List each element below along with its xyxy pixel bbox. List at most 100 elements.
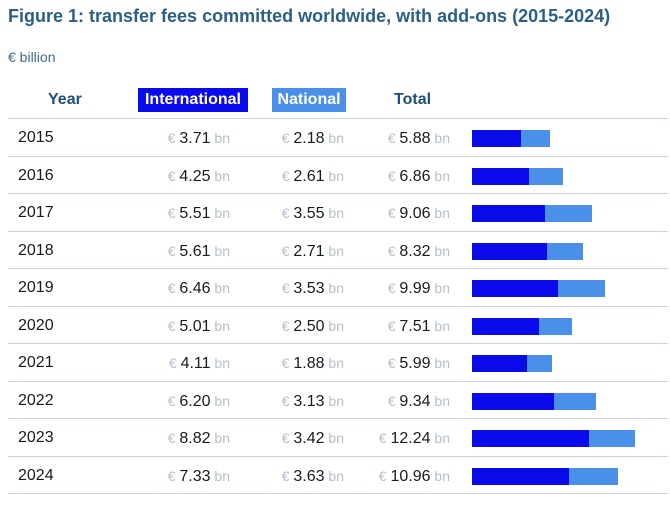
international-value-number: 8.82 bbox=[179, 430, 211, 447]
unit-label: bn bbox=[430, 317, 450, 334]
unit-label: bn bbox=[324, 167, 344, 184]
table-top-rule bbox=[8, 118, 668, 119]
national-value-number: 3.42 bbox=[293, 430, 325, 447]
total-value: € 9.99 bn bbox=[388, 269, 450, 307]
row-divider bbox=[8, 231, 668, 232]
bar-international bbox=[472, 317, 539, 335]
currency-symbol: € bbox=[167, 205, 180, 221]
unit-label: bn bbox=[210, 205, 230, 221]
total-value-number: 8.32 bbox=[399, 242, 431, 260]
year-cell: 2023 bbox=[18, 429, 54, 446]
bar-national bbox=[589, 430, 635, 447]
international-value-number: 6.46 bbox=[179, 280, 211, 297]
unit-label: bn bbox=[430, 280, 450, 296]
unit-label: bn bbox=[430, 467, 450, 484]
currency-symbol: € bbox=[281, 242, 294, 259]
currency-symbol: € bbox=[281, 130, 294, 146]
header-year: Year bbox=[48, 91, 82, 108]
national-value-number: 3.63 bbox=[293, 467, 325, 485]
total-value: € 9.34 bn bbox=[388, 382, 450, 420]
table-row: 2017 € 5.51 bn € 3.55 bn € 9.06 bn bbox=[0, 194, 670, 232]
total-value: € 5.99 bn bbox=[388, 344, 450, 382]
international-value: € 4.11 bn bbox=[169, 344, 230, 382]
bar-national bbox=[521, 130, 551, 147]
unit-label: bn bbox=[324, 280, 344, 296]
national-value: € 3.63 bn bbox=[282, 457, 344, 495]
unit-label: bn bbox=[210, 130, 230, 146]
bar-national bbox=[526, 355, 552, 372]
currency-symbol: € bbox=[387, 355, 400, 371]
international-value: € 5.51 bn bbox=[168, 194, 230, 232]
unit-label: bn bbox=[324, 242, 344, 259]
unit-label: bn bbox=[210, 317, 230, 334]
chart-subtitle: € billion bbox=[8, 49, 56, 65]
international-value: € 7.33 bn bbox=[168, 457, 230, 495]
currency-symbol: € bbox=[378, 430, 391, 446]
bar-international bbox=[472, 242, 547, 260]
unit-label: bn bbox=[324, 467, 344, 484]
year-cell: 2021 bbox=[18, 354, 54, 371]
national-value: € 2.71 bn bbox=[282, 232, 344, 270]
international-value: € 6.46 bn bbox=[168, 269, 230, 307]
national-value: € 3.53 bn bbox=[282, 269, 344, 307]
unit-label: bn bbox=[430, 130, 450, 146]
national-value-number: 3.13 bbox=[293, 392, 325, 410]
bar-international bbox=[472, 167, 529, 185]
national-value: € 2.18 bn bbox=[282, 119, 344, 157]
currency-symbol: € bbox=[281, 280, 294, 296]
international-value: € 8.82 bn bbox=[168, 419, 230, 457]
bar-national bbox=[546, 242, 583, 260]
table-row: 2024 € 7.33 bn € 3.63 bn € 10.96 bn bbox=[0, 457, 670, 495]
bar-international bbox=[472, 392, 555, 410]
year-cell: 2019 bbox=[18, 279, 54, 296]
year-cell: 2024 bbox=[18, 466, 54, 484]
international-value-number: 4.25 bbox=[179, 167, 211, 185]
total-value: € 5.88 bn bbox=[388, 119, 450, 157]
table-row: 2015 € 3.71 bn € 2.18 bn € 5.88 bn bbox=[0, 119, 670, 157]
row-divider bbox=[8, 306, 668, 307]
unit-label: bn bbox=[324, 355, 344, 371]
currency-symbol: € bbox=[387, 317, 400, 334]
total-value: € 8.32 bn bbox=[388, 232, 450, 270]
national-value: € 2.50 bn bbox=[282, 307, 344, 345]
row-divider bbox=[8, 343, 668, 344]
currency-symbol: € bbox=[378, 467, 391, 484]
currency-symbol: € bbox=[167, 242, 180, 259]
row-divider bbox=[8, 381, 668, 382]
currency-symbol: € bbox=[167, 167, 180, 184]
bar-international bbox=[472, 205, 546, 222]
currency-symbol: € bbox=[281, 392, 294, 409]
national-value-number: 1.88 bbox=[293, 355, 325, 372]
unit-label: bn bbox=[210, 280, 230, 296]
national-value-number: 3.53 bbox=[293, 280, 325, 297]
total-value-number: 5.88 bbox=[399, 130, 431, 147]
total-value: € 9.06 bn bbox=[388, 194, 450, 232]
currency-symbol: € bbox=[387, 130, 400, 146]
international-value: € 5.61 bn bbox=[168, 232, 230, 270]
currency-symbol: € bbox=[387, 242, 400, 259]
international-value: € 3.71 bn bbox=[168, 119, 230, 157]
bar-national bbox=[557, 280, 605, 297]
currency-symbol: € bbox=[281, 467, 294, 484]
unit-label: bn bbox=[324, 130, 344, 146]
national-value-number: 2.18 bbox=[293, 130, 325, 147]
international-value-number: 6.20 bbox=[179, 392, 211, 410]
row-divider bbox=[8, 456, 668, 457]
table-row: 2018 € 5.61 bn € 2.71 bn € 8.32 bn bbox=[0, 232, 670, 270]
currency-symbol: € bbox=[387, 280, 400, 296]
currency-symbol: € bbox=[281, 430, 294, 446]
total-value: € 12.24 bn bbox=[379, 419, 450, 457]
year-cell: 2018 bbox=[18, 241, 54, 259]
unit-label: bn bbox=[210, 167, 230, 184]
year-cell: 2022 bbox=[18, 391, 54, 409]
bar-national bbox=[554, 392, 597, 410]
international-value: € 5.01 bn bbox=[168, 307, 230, 345]
unit-label: bn bbox=[430, 205, 450, 221]
national-value-number: 2.50 bbox=[293, 317, 325, 335]
bar-international bbox=[472, 430, 590, 447]
total-value-number: 9.06 bbox=[399, 205, 431, 222]
total-value-number: 12.24 bbox=[390, 430, 431, 447]
international-value-number: 5.01 bbox=[179, 317, 211, 335]
total-value-number: 5.99 bbox=[399, 355, 431, 372]
currency-symbol: € bbox=[387, 392, 400, 409]
